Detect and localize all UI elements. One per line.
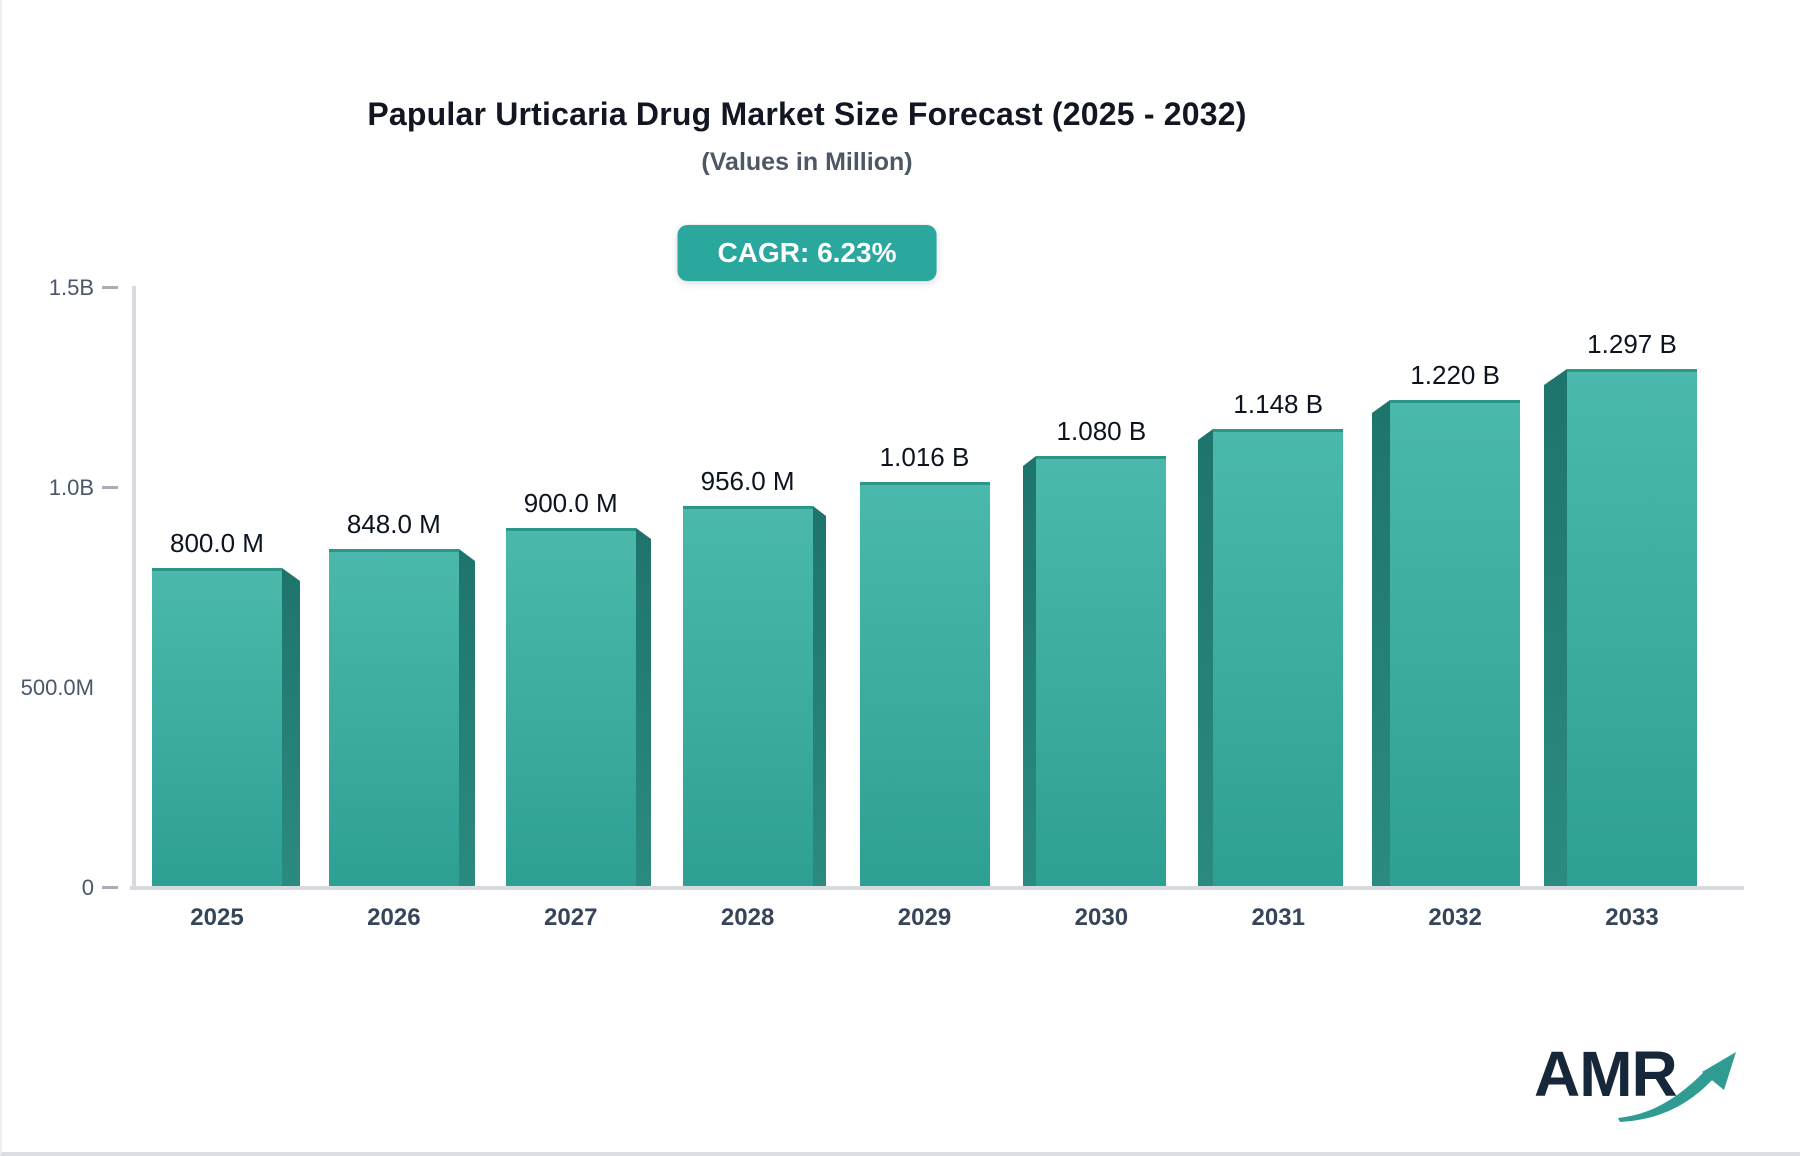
bar-side-face: [1372, 400, 1390, 886]
bar-value-label: 848.0 M: [346, 509, 441, 539]
y-axis-label: 0: [81, 875, 94, 900]
bar-value-label: 900.0 M: [523, 488, 618, 518]
bar-side-face: [636, 528, 651, 886]
bar-side-face: [459, 549, 475, 886]
bar-side-face: [1544, 369, 1567, 886]
chart-subtitle: (Values in Million): [701, 148, 913, 176]
bar-2026: [329, 549, 459, 886]
bar-2032: [1390, 400, 1520, 886]
x-axis-label: 2033: [1605, 904, 1659, 931]
bar-2025: [152, 568, 282, 886]
bar-side-face: [1198, 429, 1213, 886]
x-axis-label: 2027: [544, 904, 598, 931]
bar-2029: [860, 482, 990, 886]
bar-value-label: 956.0 M: [700, 466, 795, 496]
x-axis-label: 2032: [1428, 904, 1482, 931]
company-logo: AMR: [1534, 1032, 1754, 1132]
bar-side-face: [1023, 456, 1036, 886]
x-axis-label: 2025: [190, 904, 244, 931]
growth-arrow-icon: [1618, 1052, 1736, 1122]
y-axis-tick: [102, 886, 118, 889]
bar-2027: [506, 528, 636, 886]
y-axis-label: 1.0B: [48, 475, 94, 500]
x-axis-label: 2029: [897, 904, 952, 931]
x-axis-label: 2030: [1074, 904, 1129, 931]
bar-value-label: 1.080 B: [1056, 416, 1147, 446]
bar-value-label: 1.148 B: [1233, 389, 1324, 419]
bar-value-label: 1.220 B: [1410, 360, 1500, 390]
x-axis-label: 2031: [1251, 904, 1305, 931]
x-axis-line: [130, 886, 1744, 890]
y-axis-label: 500.0M: [20, 675, 94, 700]
bar-value-label: 1.016 B: [879, 442, 970, 472]
y-axis-line: [132, 286, 136, 890]
y-axis-tick: [102, 286, 118, 289]
y-axis-label: 1.5B: [48, 275, 94, 300]
bar-2031: [1213, 429, 1343, 886]
chart-title: Papular Urticaria Drug Market Size Forec…: [367, 96, 1247, 132]
bar-2028: [683, 506, 813, 886]
bar-value-label: 1.297 B: [1587, 329, 1677, 359]
bar-2033: [1567, 369, 1697, 886]
bar-side-face: [813, 506, 826, 886]
bar-value-label: 800.0 M: [170, 528, 264, 558]
logo-text: AMR: [1534, 1038, 1678, 1110]
bar-side-face: [282, 568, 300, 886]
y-axis-tick: [102, 486, 118, 489]
x-axis-label: 2026: [367, 904, 421, 931]
cagr-badge: CAGR: 6.23%: [677, 225, 937, 281]
bar-2030: [1036, 456, 1166, 886]
x-axis-label: 2028: [720, 904, 775, 931]
